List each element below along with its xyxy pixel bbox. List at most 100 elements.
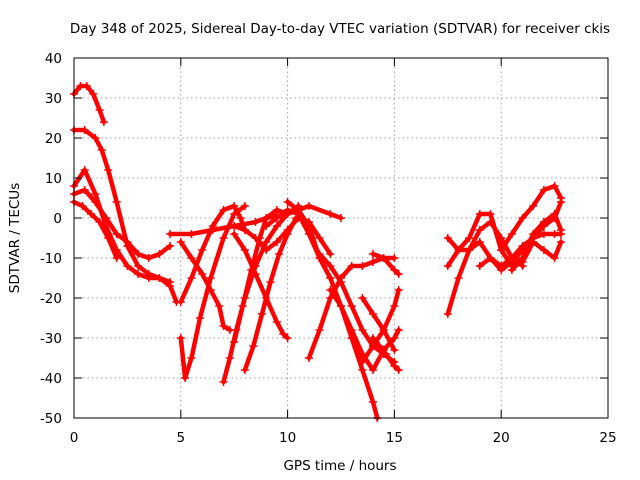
data-point [465,234,474,242]
series-trace [242,215,299,373]
data-point [166,282,175,290]
data-point [315,326,324,334]
y-tick-label: -10 [40,251,62,267]
data-point [144,254,153,262]
data-point [529,230,538,238]
data-point [557,226,565,234]
data-point [369,258,377,266]
data-point [507,258,516,266]
data-point [394,326,403,334]
data-point [144,274,153,282]
data-point [104,234,113,242]
data-point [91,134,100,142]
data-point [206,286,215,294]
data-point [230,222,239,230]
data-point [369,310,377,318]
data-point [80,166,89,174]
x-tick-label: 10 [279,430,296,446]
data-point [369,398,377,406]
data-point [219,234,228,242]
y-tick-label: 10 [45,171,62,187]
series-arc30 [518,238,565,266]
data-point [518,258,527,266]
data-point [272,238,281,246]
data-point [379,326,388,334]
data-point [337,214,345,222]
data-point [238,302,247,310]
data-point [176,298,185,306]
data-point [369,334,377,342]
data-point [454,274,463,282]
data-point [394,366,403,374]
data-point [155,274,164,282]
series-trace [167,203,344,237]
data-point [123,238,132,246]
data-point [550,210,559,218]
data-point [272,318,281,326]
data-point [240,366,249,374]
data-point [112,198,121,206]
data-point [272,214,281,222]
data-point [369,250,377,258]
x-tick-label: 0 [70,430,79,446]
data-point [78,202,87,210]
data-point [97,146,106,154]
data-point [112,230,121,238]
data-point [475,262,484,270]
data-point [104,166,113,174]
data-point [187,254,196,262]
data-point [198,270,207,278]
data-point [475,226,484,234]
data-point [539,218,548,226]
series-arc28 [497,182,565,254]
data-point [134,250,143,258]
series-arc4 [70,186,175,262]
data-point [390,254,399,262]
series-arc9 [176,238,234,334]
series-arc6 [176,202,249,382]
series-trace [178,203,248,305]
data-point [112,254,121,262]
data-point [443,262,452,270]
x-axis-label: GPS time / hours [283,458,396,474]
data-point [326,274,335,282]
data-point [529,238,538,246]
data-point [294,206,303,214]
data-point [102,214,110,222]
data-point [475,238,484,246]
data-point [394,286,403,294]
data-point [337,278,345,286]
data-point [198,246,207,254]
data-point [390,362,399,370]
data-point [337,302,345,310]
data-point [262,222,271,230]
data-point [390,334,399,342]
series-trace [178,203,248,381]
data-point [262,294,271,302]
data-point [134,262,143,270]
data-point [134,270,143,278]
data-point [326,262,335,270]
data-point [187,354,196,362]
data-point [279,330,288,338]
data-point [272,222,281,230]
y-tick-label: 0 [53,211,62,227]
data-point [187,274,196,282]
y-tick-label: 20 [45,131,62,147]
x-tick-label: 25 [599,430,616,446]
series-trace [509,211,564,273]
y-axis-label: SDTVAR / TECUs [7,183,23,293]
data-point [215,302,224,310]
data-point [539,246,548,254]
series-arc22 [369,250,403,278]
data-point [181,374,190,382]
data-point [305,202,313,210]
data-point [208,222,217,230]
grid [74,58,608,418]
data-point [87,210,96,218]
data-point [315,250,324,258]
x-tick-label: 20 [493,430,510,446]
series-trace [71,83,107,125]
data-point [283,334,292,342]
